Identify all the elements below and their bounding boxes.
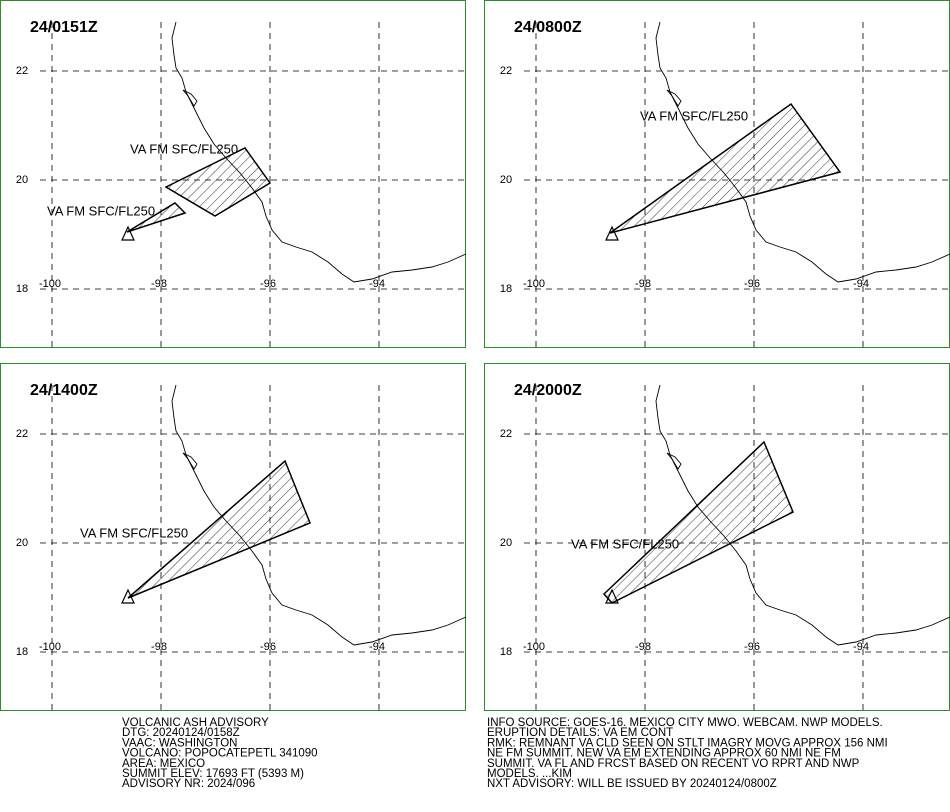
coastline (171, 21, 467, 283)
panel-time: 24/2000Z (514, 382, 582, 399)
cloud-label: VA FM SFC/FL250 (80, 525, 188, 540)
lat-label: 20 (500, 174, 512, 186)
advisory-line: MODELS. ...KIM (487, 768, 572, 780)
volcano-marker (605, 225, 619, 241)
map-panel: 22 20 18 -100 -98 -96 -94 VA FM SFC/FL250 24/200… (484, 363, 950, 711)
map-panel: 22 20 18 -100 -98 -96 -94 VA FM SFC/FL250 VA FM … (0, 0, 467, 348)
advisory-line: DTG: 20240124/0158Z (122, 727, 240, 739)
lon-label: -94 (369, 641, 385, 653)
ash-cloud (126, 202, 187, 233)
lon-label: -100 (39, 641, 61, 653)
advisory-line: SUMMIT. VA FL AND FRCST BASED ON RECENT … (487, 758, 860, 770)
map-panel: 22 20 18 -100 -98 -96 -94 VA FM SFC/FL250 24/080… (484, 0, 950, 348)
advisory-line: NE FM SUMMIT. NEW VA EM EXTENDING APPROX… (487, 748, 841, 760)
lagoon (666, 452, 682, 470)
volcano-marker (605, 588, 619, 604)
ash-cloud (164, 147, 272, 217)
panel-time: 24/0151Z (30, 19, 98, 36)
lon-label: -98 (635, 278, 651, 290)
lat-label: 20 (16, 537, 28, 549)
advisory-line: AREA: MEXICO (122, 758, 205, 770)
advisory-line: INFO SOURCE: GOES-16. MEXICO CITY MWO. W… (487, 717, 883, 729)
lat-label: 22 (16, 428, 28, 440)
map-panel: 22 20 18 -100 -98 -96 -94 VA FM SFC/FL250 24/140… (0, 363, 467, 711)
lat-label: 20 (16, 174, 28, 186)
coastline (655, 21, 950, 283)
lon-label: -94 (369, 278, 385, 290)
lagoon (182, 452, 198, 470)
cloud-label: VA FM SFC/FL250 (130, 141, 238, 156)
lat-label: 20 (500, 537, 512, 549)
advisory-line: ADVISORY NR: 2024/096 (122, 778, 255, 790)
lon-label: -96 (744, 278, 760, 290)
lon-label: -100 (39, 278, 61, 290)
lat-label: 18 (500, 646, 512, 658)
cloud-label: VA FM SFC/FL250 (47, 203, 155, 218)
lon-label: -96 (260, 278, 276, 290)
cloud-label: VA FM SFC/FL250 (571, 536, 679, 551)
lat-label: 22 (500, 428, 512, 440)
lon-label: -96 (744, 641, 760, 653)
advisory-line: VOLCANIC ASH ADVISORY (122, 717, 269, 729)
advisory-line: VOLCANO: POPOCATEPETL 341090 (122, 748, 318, 760)
lon-label: -100 (523, 641, 545, 653)
lon-label: -98 (635, 641, 651, 653)
panel-time: 24/1400Z (30, 382, 98, 399)
advisory-line: NXT ADVISORY: WILL BE ISSUED BY 20240124… (487, 778, 777, 790)
advisory-line: RMK: REMNANT VA CLD SEEN ON STLT IMAGRY … (487, 737, 888, 749)
lat-label: 22 (500, 65, 512, 77)
lon-label: -96 (260, 641, 276, 653)
ash-cloud (602, 440, 794, 604)
lon-label: -100 (523, 278, 545, 290)
advisory-line: VAAC: WASHINGTON (122, 737, 237, 749)
lat-label: 18 (16, 283, 28, 295)
cloud-label: VA FM SFC/FL250 (640, 108, 748, 123)
lon-label: -94 (853, 641, 869, 653)
lagoon (666, 89, 682, 107)
lat-label: 18 (16, 646, 28, 658)
coastline (655, 384, 950, 646)
ash-cloud (609, 102, 842, 234)
panel-time: 24/0800Z (514, 19, 582, 36)
lon-label: -98 (151, 641, 167, 653)
lon-label: -94 (853, 278, 869, 290)
advisory-line: ERUPTION DETAILS: VA EM CONT (487, 727, 673, 739)
lat-label: 22 (16, 65, 28, 77)
coastline (171, 384, 467, 646)
volcano-marker (121, 225, 135, 241)
volcano-marker (121, 588, 135, 604)
lon-label: -98 (151, 278, 167, 290)
advisory-line: SUMMIT ELEV: 17693 FT (5393 M) (122, 768, 304, 780)
ash-cloud (127, 459, 311, 599)
lat-label: 18 (500, 283, 512, 295)
lagoon (182, 89, 198, 107)
